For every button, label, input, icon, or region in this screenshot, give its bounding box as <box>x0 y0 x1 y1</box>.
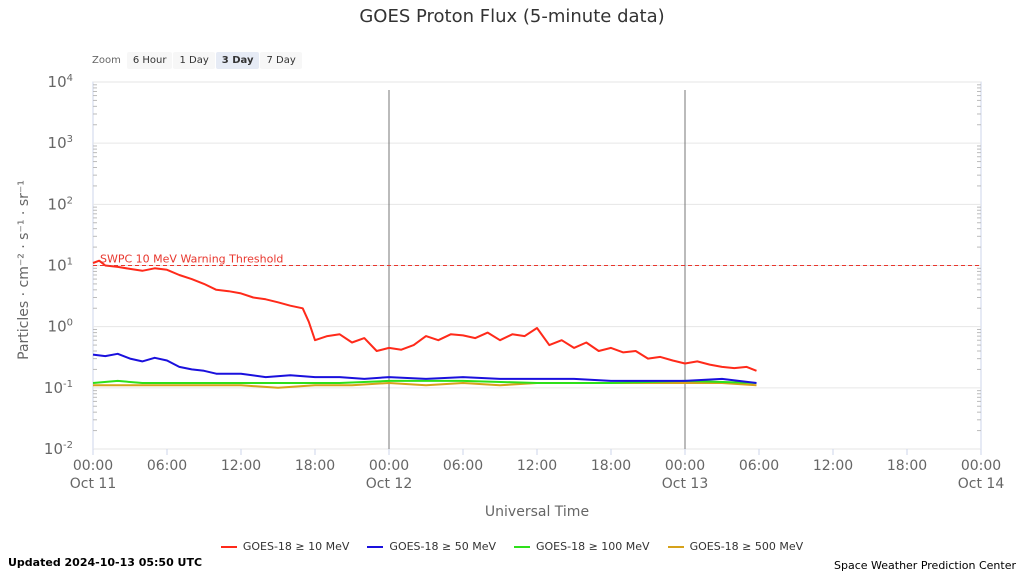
legend-label: GOES-18 ≥ 10 MeV <box>242 540 350 553</box>
x-tick-label: 18:00 <box>591 458 631 474</box>
legend-swatch <box>514 545 530 548</box>
zoom-label: Zoom <box>92 54 121 66</box>
x-tick-date-label: Oct 13 <box>662 476 708 492</box>
legend-label: GOES-18 ≥ 500 MeV <box>689 540 804 553</box>
y-tick-label: 101 <box>48 257 73 275</box>
zoom-bar: Zoom 6 Hour 1 Day 3 Day 7 Day <box>92 50 303 70</box>
y-axis-label: Particles · cm⁻² · s⁻¹ · sr⁻¹ <box>16 180 32 360</box>
legend-item[interactable]: GOES-18 ≥ 10 MeV <box>220 540 350 553</box>
series-line <box>92 352 757 384</box>
x-tick-label: 00:00 <box>961 458 1001 474</box>
zoom-7-day-button[interactable]: 7 Day <box>260 51 302 69</box>
chart-title: GOES Proton Flux (5-minute data) <box>359 6 665 27</box>
x-tick-label: 00:00 <box>369 458 409 474</box>
series-line <box>93 382 757 389</box>
series-line <box>92 379 757 384</box>
legend-swatch <box>220 545 237 548</box>
legend-label: GOES-18 ≥ 50 MeV <box>389 540 496 553</box>
zoom-3-day-button[interactable]: 3 Day <box>215 51 260 69</box>
y-tick-label: 102 <box>48 195 73 213</box>
x-tick-label: 12:00 <box>221 458 261 474</box>
x-tick-label: 18:00 <box>295 458 335 474</box>
threshold: SWPC 10 MeV Warning Threshold <box>93 253 981 266</box>
x-tick-label: 00:00 <box>73 458 113 474</box>
legend-item[interactable]: GOES-18 ≥ 500 MeV <box>667 540 804 553</box>
x-tick-label: 06:00 <box>147 458 187 474</box>
credit-text: Space Weather Prediction Center <box>834 559 1016 572</box>
x-axis-label: Universal Time <box>485 504 589 520</box>
x-tick-label: 12:00 <box>813 458 853 474</box>
series-line <box>92 259 757 372</box>
y-tick-label: 10-2 <box>44 440 73 458</box>
y-tick-label: 103 <box>48 134 73 152</box>
x-tick-label: 18:00 <box>887 458 927 474</box>
x-tick-label: 06:00 <box>739 458 779 474</box>
legend-item[interactable]: GOES-18 ≥ 100 MeV <box>514 540 650 553</box>
y-tick-label: 104 <box>48 73 73 91</box>
legend-label: GOES-18 ≥ 100 MeV <box>536 540 650 553</box>
y-tick-label: 100 <box>48 318 73 336</box>
series <box>92 259 757 389</box>
zoom-6-hour-button[interactable]: 6 Hour <box>126 51 173 69</box>
legend-swatch <box>367 545 384 548</box>
y-tick-label: 10-1 <box>44 379 73 397</box>
x-tick-date-label: Oct 14 <box>958 476 1005 492</box>
zoom-1-day-button[interactable]: 1 Day <box>173 51 215 69</box>
legend-swatch <box>667 545 684 548</box>
x-tick-date-label: Oct 11 <box>70 476 116 492</box>
x-tick-label: 06:00 <box>443 458 483 474</box>
x-tick-label: 12:00 <box>517 458 557 474</box>
x-tick-label: 00:00 <box>665 458 705 474</box>
x-tick-date-label: Oct 12 <box>366 476 412 492</box>
legend: GOES-18 ≥ 10 MeV GOES-18 ≥ 50 MeV GOES-18 … <box>0 540 1024 553</box>
threshold-label: SWPC 10 MeV Warning Threshold <box>100 253 283 266</box>
updated-timestamp: Updated 2024-10-13 05:50 UTC <box>8 556 203 569</box>
legend-item[interactable]: GOES-18 ≥ 50 MeV <box>367 540 496 553</box>
